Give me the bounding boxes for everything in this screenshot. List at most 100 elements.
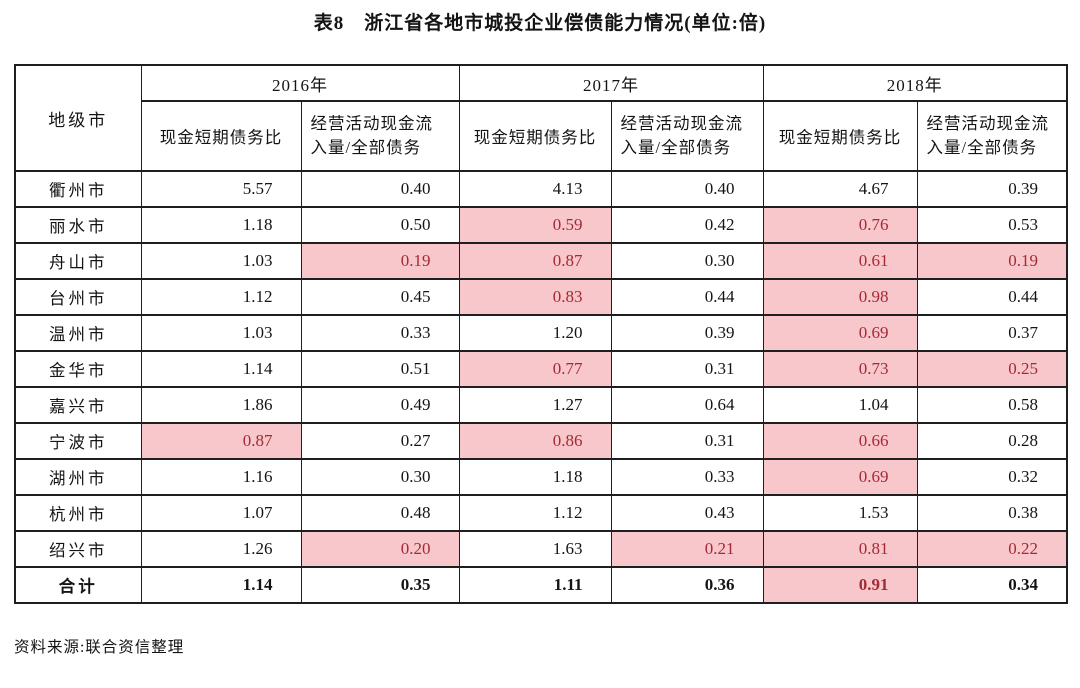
- sub-header-cash-ratio-2018: 现金短期债务比: [762, 100, 918, 172]
- value-cell: 1.18: [140, 206, 302, 244]
- city-cell: 宁波市: [14, 422, 142, 460]
- table-row: 宁波市 0.87 0.27 0.86 0.31 0.66 0.28: [14, 422, 1068, 460]
- value-cell: 1.07: [140, 494, 302, 532]
- value-cell: 1.26: [140, 530, 302, 568]
- value-cell-highlighted: 0.73: [762, 350, 918, 388]
- value-cell-highlighted: 0.83: [458, 278, 612, 316]
- value-cell: 0.33: [300, 314, 460, 352]
- value-cell: 0.31: [610, 350, 764, 388]
- value-cell-highlighted: 0.19: [916, 242, 1068, 280]
- value-cell-highlighted: 0.21: [610, 530, 764, 568]
- value-cell: 0.64: [610, 386, 764, 424]
- value-cell: 0.44: [610, 278, 764, 316]
- city-cell: 绍兴市: [14, 530, 142, 568]
- value-cell: 0.43: [610, 494, 764, 532]
- value-cell: 1.63: [458, 530, 612, 568]
- value-cell: 0.42: [610, 206, 764, 244]
- value-cell: 0.27: [300, 422, 460, 460]
- total-row: 合计 1.14 0.35 1.11 0.36 0.91 0.34: [14, 566, 1068, 604]
- value-cell: 1.14: [140, 350, 302, 388]
- value-cell: 0.30: [610, 242, 764, 280]
- value-cell: 0.36: [610, 566, 764, 604]
- value-cell-highlighted: 0.22: [916, 530, 1068, 568]
- value-cell: 1.14: [140, 566, 302, 604]
- value-cell: 0.38: [916, 494, 1068, 532]
- table-row: 嘉兴市 1.86 0.49 1.27 0.64 1.04 0.58: [14, 386, 1068, 424]
- corner-header-cell: 地级市: [14, 64, 142, 172]
- value-cell: 0.51: [300, 350, 460, 388]
- value-cell-highlighted: 0.98: [762, 278, 918, 316]
- value-cell: 1.11: [458, 566, 612, 604]
- sub-header-row: 现金短期债务比 经营活动现金流入量/全部债务 现金短期债务比 经营活动现金流入量…: [15, 100, 1068, 172]
- table-row: 衢州市 5.57 0.40 4.13 0.40 4.67 0.39: [14, 170, 1068, 208]
- value-cell: 0.28: [916, 422, 1068, 460]
- year-header-2017: 2017年: [458, 64, 764, 102]
- city-cell: 金华市: [14, 350, 142, 388]
- city-cell: 台州市: [14, 278, 142, 316]
- value-cell: 1.27: [458, 386, 612, 424]
- value-cell-highlighted: 0.86: [458, 422, 612, 460]
- value-cell: 0.45: [300, 278, 460, 316]
- table-row: 绍兴市 1.26 0.20 1.63 0.21 0.81 0.22: [14, 530, 1068, 568]
- value-cell-highlighted: 0.66: [762, 422, 918, 460]
- value-cell-highlighted: 0.81: [762, 530, 918, 568]
- value-cell-highlighted: 0.19: [300, 242, 460, 280]
- city-cell: 丽水市: [14, 206, 142, 244]
- value-cell: 5.57: [140, 170, 302, 208]
- debt-capacity-table: 地级市 2016年 2017年 2018年 现金短期债务比 经营活动现金流入量/…: [14, 64, 1068, 604]
- sub-header-cash-ratio-2017: 现金短期债务比: [458, 100, 612, 172]
- year-header-2018: 2018年: [762, 64, 1068, 102]
- value-cell-highlighted: 0.77: [458, 350, 612, 388]
- table-row: 温州市 1.03 0.33 1.20 0.39 0.69 0.37: [14, 314, 1068, 352]
- year-header-2016: 2016年: [140, 64, 460, 102]
- value-cell: 0.31: [610, 422, 764, 460]
- value-cell-highlighted: 0.25: [916, 350, 1068, 388]
- value-cell: 1.03: [140, 314, 302, 352]
- table-title: 表8 浙江省各地市城投企业偿债能力情况(单位:倍): [313, 13, 767, 34]
- value-cell: 1.86: [140, 386, 302, 424]
- year-header-row: 地级市 2016年 2017年 2018年: [14, 64, 1068, 172]
- city-cell: 温州市: [14, 314, 142, 352]
- table-body: 衢州市 5.57 0.40 4.13 0.40 4.67 0.39 丽水市 1.18 0.50 0.…: [14, 170, 1068, 604]
- table-row: 湖州市 1.16 0.30 1.18 0.33 0.69 0.32: [14, 458, 1068, 496]
- value-cell: 0.37: [916, 314, 1068, 352]
- sub-header-cashflow-debt-2016: 经营活动现金流入量/全部债务: [300, 100, 460, 172]
- value-cell: 0.53: [916, 206, 1068, 244]
- table-row: 金华市 1.14 0.51 0.77 0.31 0.73 0.25: [14, 350, 1068, 388]
- value-cell: 0.35: [300, 566, 460, 604]
- table-row: 舟山市 1.03 0.19 0.87 0.30 0.61 0.19: [14, 242, 1068, 280]
- sub-header-cashflow-debt-2018: 经营活动现金流入量/全部债务: [916, 100, 1068, 172]
- value-cell: 0.34: [916, 566, 1068, 604]
- source-note: 资料来源:联合资信整理: [14, 639, 185, 656]
- value-cell-highlighted: 0.76: [762, 206, 918, 244]
- value-cell: 0.48: [300, 494, 460, 532]
- value-cell: 1.03: [140, 242, 302, 280]
- table-row: 台州市 1.12 0.45 0.83 0.44 0.98 0.44: [14, 278, 1068, 316]
- value-cell: 0.49: [300, 386, 460, 424]
- value-cell: 0.39: [610, 314, 764, 352]
- value-cell-highlighted: 0.59: [458, 206, 612, 244]
- value-cell-highlighted: 0.69: [762, 314, 918, 352]
- city-cell: 舟山市: [14, 242, 142, 280]
- sub-header-cashflow-debt-2017: 经营活动现金流入量/全部债务: [610, 100, 764, 172]
- city-cell: 合计: [14, 566, 142, 604]
- value-cell: 0.40: [300, 170, 460, 208]
- value-cell: 1.53: [762, 494, 918, 532]
- table-header: 地级市 2016年 2017年 2018年 现金短期债务比 经营活动现金流入量/…: [14, 64, 1068, 172]
- table-row: 杭州市 1.07 0.48 1.12 0.43 1.53 0.38: [14, 494, 1068, 532]
- value-cell: 1.18: [458, 458, 612, 496]
- sub-header-cash-ratio-2016: 现金短期债务比: [140, 100, 302, 172]
- value-cell: 0.30: [300, 458, 460, 496]
- value-cell: 0.40: [610, 170, 764, 208]
- value-cell-highlighted: 0.61: [762, 242, 918, 280]
- value-cell: 4.67: [762, 170, 918, 208]
- value-cell: 4.13: [458, 170, 612, 208]
- value-cell: 0.44: [916, 278, 1068, 316]
- value-cell: 0.39: [916, 170, 1068, 208]
- table-row: 丽水市 1.18 0.50 0.59 0.42 0.76 0.53: [14, 206, 1068, 244]
- value-cell: 0.33: [610, 458, 764, 496]
- value-cell: 0.58: [916, 386, 1068, 424]
- value-cell-highlighted: 0.87: [458, 242, 612, 280]
- city-cell: 衢州市: [14, 170, 142, 208]
- city-cell: 湖州市: [14, 458, 142, 496]
